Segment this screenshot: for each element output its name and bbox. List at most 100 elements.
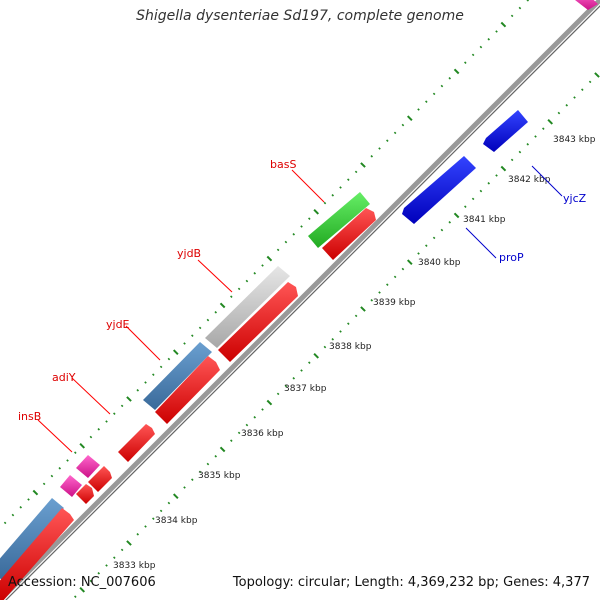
track-tick-major — [172, 493, 179, 500]
track-tick-minor — [378, 291, 381, 294]
track-tick-minor — [347, 178, 350, 181]
track-tick-minor — [417, 252, 420, 255]
track-tick-minor — [245, 279, 249, 283]
track-tick-major — [172, 349, 179, 356]
tick-label: 3843 kbp — [553, 135, 596, 145]
tick-label: 3840 kbp — [418, 258, 461, 268]
track-tick-minor — [518, 150, 522, 154]
track-tick-minor — [417, 108, 420, 111]
cds-forward — [322, 208, 376, 260]
tick-labels: 3833 kbp 3834 kbp 3835 kbp 3836 kbp 3837… — [113, 135, 596, 571]
track-tick-major — [313, 352, 320, 359]
track-tick-minor — [27, 498, 30, 501]
track-tick-minor — [393, 131, 397, 135]
track-tick-minor — [440, 84, 444, 88]
track-tick-minor — [331, 337, 335, 341]
track-tick-minor — [495, 30, 498, 33]
track-tick-minor — [159, 365, 163, 369]
track-tick-major — [126, 396, 132, 402]
track-tick-minor — [261, 408, 264, 411]
track-tick-minor — [510, 158, 514, 162]
track-tick-minor — [198, 470, 202, 474]
tick-label: 3836 kbp — [241, 429, 284, 439]
track-tick-minor — [479, 189, 483, 193]
track-tick-minor — [386, 139, 389, 142]
track-tick-minor — [323, 201, 327, 205]
gene-leaders — [37, 165, 563, 453]
track-tick-minor — [370, 298, 374, 302]
leader-line — [197, 259, 233, 293]
cds-forward — [0, 508, 74, 600]
cog-feature — [575, 0, 598, 10]
tick-label: 3842 kbp — [508, 175, 551, 185]
track-tick-minor — [300, 369, 303, 372]
track-tick-minor — [120, 548, 124, 552]
track-tick-major — [313, 208, 320, 215]
track-tick-minor — [89, 435, 93, 439]
track-tick-minor — [261, 264, 264, 267]
track-tick-minor — [573, 96, 576, 99]
track-tick-minor — [487, 181, 491, 185]
cds-reverse — [402, 156, 476, 224]
forward-cds-track — [0, 208, 376, 600]
track-tick-minor — [518, 6, 522, 10]
track-tick-minor — [432, 236, 436, 240]
track-tick-minor — [136, 388, 140, 392]
track-tick-major — [79, 442, 86, 449]
track-tick-minor — [214, 310, 218, 314]
track-tick-minor — [432, 92, 436, 96]
leader-line — [37, 419, 73, 453]
track-tick-major — [500, 21, 507, 28]
gene-label-basS: basS — [270, 158, 296, 171]
track-tick-minor — [105, 420, 108, 423]
lower-dotted-track — [74, 72, 600, 598]
track-tick-major — [453, 212, 460, 219]
gene-label-yjdB: yjdB — [177, 247, 201, 260]
track-tick-minor — [97, 571, 101, 575]
track-tick-minor — [191, 334, 194, 337]
track-tick-minor — [191, 478, 194, 481]
track-tick-minor — [440, 228, 444, 232]
cog-feature — [0, 498, 64, 580]
track-tick-minor — [339, 330, 342, 333]
track-tick-minor — [167, 501, 171, 505]
track-tick-minor — [526, 142, 530, 146]
track-tick-minor — [152, 373, 155, 376]
leader-line — [125, 325, 161, 361]
track-tick-minor — [230, 295, 233, 298]
track-tick-minor — [97, 427, 101, 431]
track-tick-major — [219, 446, 226, 453]
genome-summary-text: Topology: circular; Length: 4,369,232 bp… — [232, 575, 590, 590]
track-tick-minor — [206, 462, 210, 466]
tick-label: 3841 kbp — [463, 215, 506, 225]
track-tick-minor — [58, 466, 62, 470]
track-tick-minor — [74, 451, 77, 454]
track-tick-minor — [464, 61, 467, 64]
track-tick-minor — [425, 100, 428, 103]
track-tick-minor — [120, 404, 124, 408]
upper-dotted-track — [3, 0, 530, 525]
gene-label-insB: insB — [18, 410, 41, 423]
track-tick-minor — [581, 88, 584, 91]
track-tick-minor — [74, 595, 77, 598]
map-title: Shigella dysenteriae Sd197, complete gen… — [136, 8, 464, 24]
track-tick-major — [266, 255, 273, 262]
cds-forward — [155, 356, 220, 424]
cds-reverse — [483, 110, 528, 152]
track-tick-minor — [230, 439, 233, 442]
track-tick-minor — [510, 14, 514, 18]
track-tick-minor — [479, 45, 483, 49]
track-tick-minor — [495, 174, 498, 177]
tick-label: 3837 kbp — [284, 384, 327, 394]
gene-labels: insB adiY yjdE yjdB basS proP yjcZ — [18, 158, 587, 423]
track-tick-major — [453, 68, 460, 75]
track-tick-minor — [284, 384, 288, 388]
track-tick-minor — [214, 454, 218, 458]
track-tick-minor — [113, 412, 116, 415]
track-tick-minor — [464, 205, 467, 208]
accession-text: Accession: NC_007606 — [8, 575, 156, 590]
track-tick-minor — [253, 415, 257, 419]
